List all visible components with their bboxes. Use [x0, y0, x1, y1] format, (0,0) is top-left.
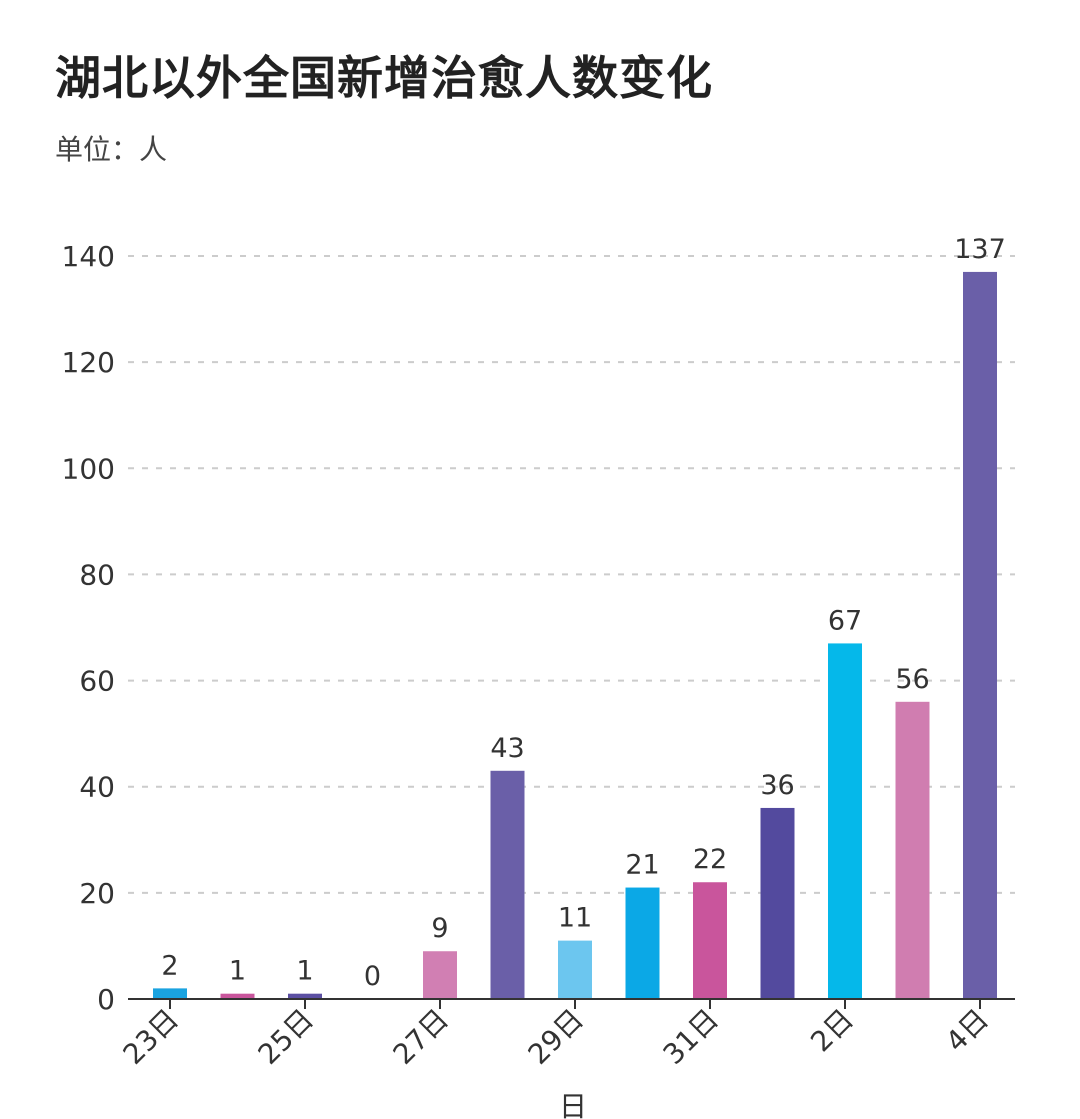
value-label: 2 [161, 950, 178, 981]
x-tick-label: 2日 [804, 1003, 860, 1059]
x-tick-label: 4日 [939, 1003, 995, 1059]
bar [153, 988, 187, 999]
y-tick-label: 60 [79, 665, 115, 698]
value-label: 1 [229, 956, 246, 987]
bar [895, 701, 930, 999]
value-label: 0 [364, 961, 381, 992]
value-label: 56 [895, 664, 929, 695]
value-label: 43 [490, 733, 524, 764]
chart-subtitle: 单位：人 [55, 133, 168, 166]
bar [760, 807, 795, 999]
bar [220, 993, 255, 999]
x-tick-label: 27日 [387, 1003, 455, 1071]
y-tick-label: 0 [97, 983, 115, 1016]
value-label: 21 [625, 850, 659, 881]
value-label: 36 [760, 770, 794, 801]
value-label: 11 [558, 903, 592, 934]
y-tick-label: 20 [79, 877, 115, 910]
bar [490, 770, 525, 999]
x-tick-label: 23日 [117, 1003, 185, 1071]
x-tick-label: 29日 [522, 1003, 590, 1071]
bars [153, 271, 997, 1000]
bar [963, 271, 997, 1000]
value-label: 137 [954, 234, 1006, 265]
x-tick-label: 25日 [252, 1003, 320, 1071]
bar [288, 993, 322, 999]
y-tick-label: 80 [79, 558, 115, 591]
value-label: 9 [431, 913, 448, 944]
y-tick-label: 120 [62, 346, 115, 379]
bar [693, 882, 727, 999]
value-label: 1 [296, 956, 313, 987]
gridlines [128, 255, 1015, 894]
x-axis-ticks: 23日 25日 27日 29日 31日 2日 4日 [117, 999, 995, 1071]
value-label: 67 [828, 605, 862, 636]
bar [828, 643, 862, 999]
x-axis-label: 日 [559, 1090, 587, 1119]
y-tick-label: 140 [62, 240, 115, 273]
x-tick-label: 31日 [657, 1003, 725, 1071]
y-axis-ticks: 0 20 40 60 80 100 120 140 [62, 240, 115, 1016]
chart-title: 湖北以外全国新增治愈人数变化 [55, 51, 713, 105]
bar [558, 940, 592, 999]
value-label: 22 [693, 844, 727, 875]
bar [625, 887, 660, 999]
y-tick-label: 40 [79, 771, 115, 804]
y-tick-label: 100 [62, 452, 115, 485]
bar [423, 951, 457, 999]
